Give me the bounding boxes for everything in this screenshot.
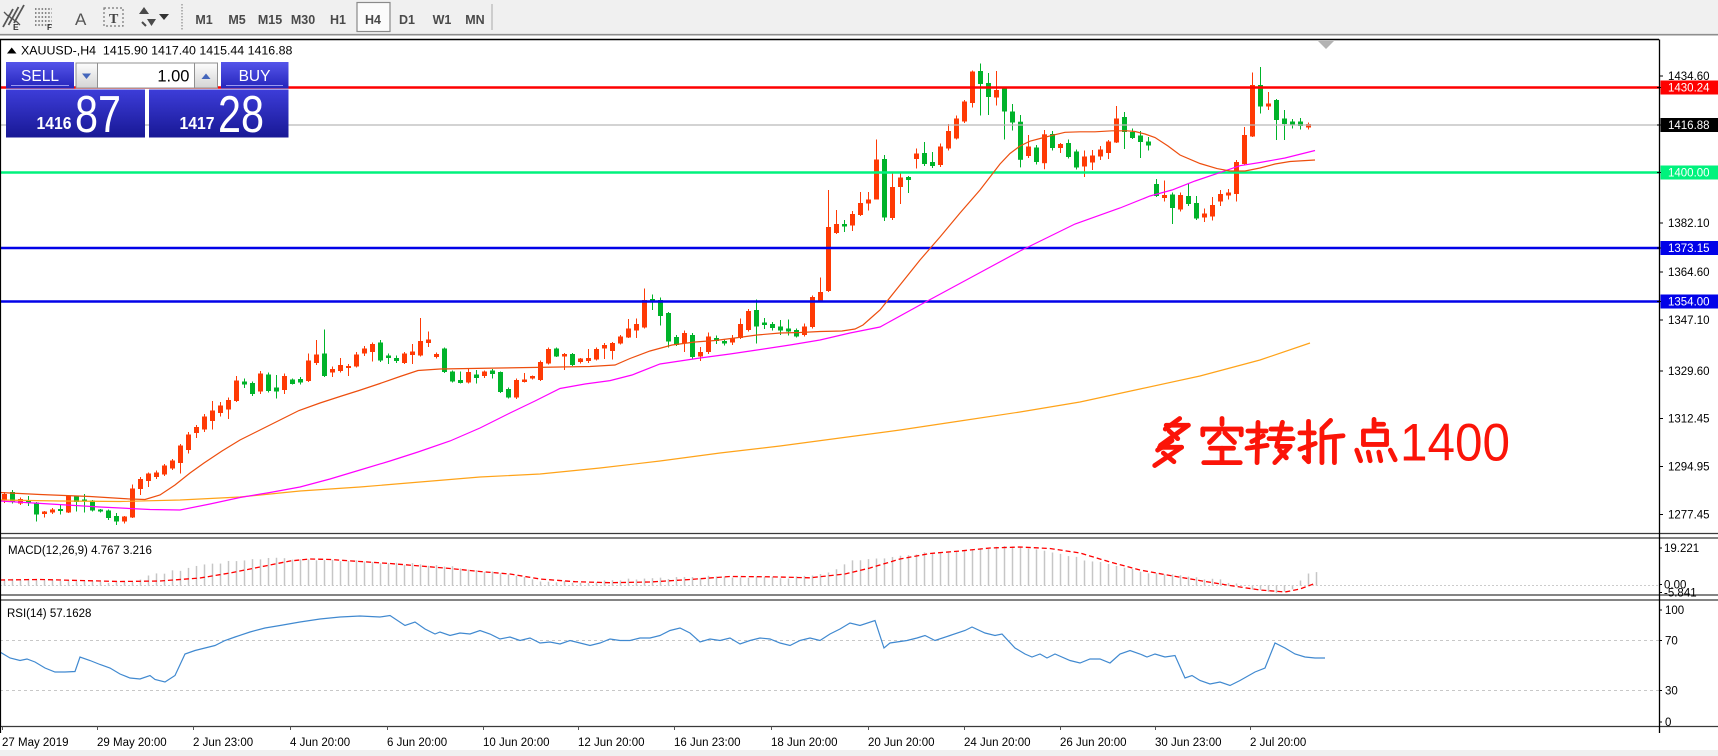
svg-text:87: 87 [75, 86, 121, 144]
svg-text:0.00: 0.00 [1664, 580, 1686, 592]
svg-text:E: E [13, 22, 19, 32]
svg-text:2 Jun 23:00: 2 Jun 23:00 [193, 737, 253, 749]
svg-text:M30: M30 [291, 13, 315, 27]
svg-text:100: 100 [1665, 605, 1684, 617]
svg-text:27 May 2019: 27 May 2019 [2, 737, 69, 749]
svg-text:F: F [47, 23, 52, 32]
svg-text:1.00: 1.00 [157, 68, 189, 86]
svg-text:1312.45: 1312.45 [1668, 414, 1710, 426]
svg-text:W1: W1 [433, 13, 452, 27]
svg-text:12 Jun 20:00: 12 Jun 20:00 [578, 737, 645, 749]
svg-text:1354.00: 1354.00 [1668, 297, 1710, 309]
svg-text:D1: D1 [399, 13, 415, 27]
svg-text:18 Jun 20:00: 18 Jun 20:00 [771, 737, 838, 749]
svg-text:BUY: BUY [239, 68, 271, 85]
svg-text:1416: 1416 [37, 113, 72, 133]
svg-text:1373.15: 1373.15 [1668, 243, 1710, 255]
svg-text:4 Jun 20:00: 4 Jun 20:00 [290, 737, 350, 749]
svg-text:16 Jun 23:00: 16 Jun 23:00 [674, 737, 741, 749]
svg-text:1294.95: 1294.95 [1668, 462, 1710, 474]
svg-text:1416.88: 1416.88 [1668, 120, 1710, 132]
svg-text:30 Jun 23:00: 30 Jun 23:00 [1155, 737, 1222, 749]
svg-text:1364.60: 1364.60 [1668, 267, 1710, 279]
svg-text:26 Jun 20:00: 26 Jun 20:00 [1060, 737, 1127, 749]
svg-text:20 Jun 20:00: 20 Jun 20:00 [868, 737, 935, 749]
svg-text:30: 30 [1665, 686, 1678, 698]
svg-text:MACD(12,26,9) 4.767 3.216: MACD(12,26,9) 4.767 3.216 [8, 545, 152, 557]
svg-text:1417: 1417 [180, 113, 215, 133]
svg-text:T: T [109, 12, 119, 27]
svg-text:MN: MN [465, 13, 484, 27]
svg-text:M15: M15 [258, 13, 282, 27]
svg-text:0: 0 [1665, 717, 1671, 729]
svg-text:1329.60: 1329.60 [1668, 366, 1710, 378]
svg-text:1277.45: 1277.45 [1668, 510, 1710, 522]
svg-text:1382.10: 1382.10 [1668, 218, 1710, 230]
svg-text:H1: H1 [330, 13, 346, 27]
svg-text:M5: M5 [228, 13, 245, 27]
svg-text:1434.60: 1434.60 [1668, 71, 1710, 83]
svg-text:1400.00: 1400.00 [1668, 168, 1710, 180]
svg-text:-5.841: -5.841 [1664, 588, 1697, 600]
svg-text:6 Jun 20:00: 6 Jun 20:00 [387, 737, 447, 749]
svg-text:RSI(14) 57.1628: RSI(14) 57.1628 [7, 608, 91, 620]
svg-text:2 Jul 20:00: 2 Jul 20:00 [1250, 737, 1306, 749]
svg-text:1430.24: 1430.24 [1668, 83, 1710, 95]
svg-text:29 May 20:00: 29 May 20:00 [97, 737, 167, 749]
svg-text:H4: H4 [365, 13, 381, 27]
svg-text:1347.10: 1347.10 [1668, 315, 1710, 327]
svg-text:XAUUSD-,H4 1415.90 1417.40 14: XAUUSD-,H4 1415.90 1417.40 1415.44 1416.… [21, 44, 293, 58]
svg-text:19.221: 19.221 [1664, 543, 1699, 555]
svg-text:SELL: SELL [21, 68, 59, 85]
svg-text:70: 70 [1665, 636, 1678, 648]
svg-text:28: 28 [218, 86, 264, 144]
svg-text:A: A [75, 10, 87, 29]
svg-text:24 Jun 20:00: 24 Jun 20:00 [964, 737, 1031, 749]
svg-text:M1: M1 [195, 13, 212, 27]
svg-text:10 Jun 20:00: 10 Jun 20:00 [483, 737, 550, 749]
svg-text:1400: 1400 [1400, 414, 1510, 473]
